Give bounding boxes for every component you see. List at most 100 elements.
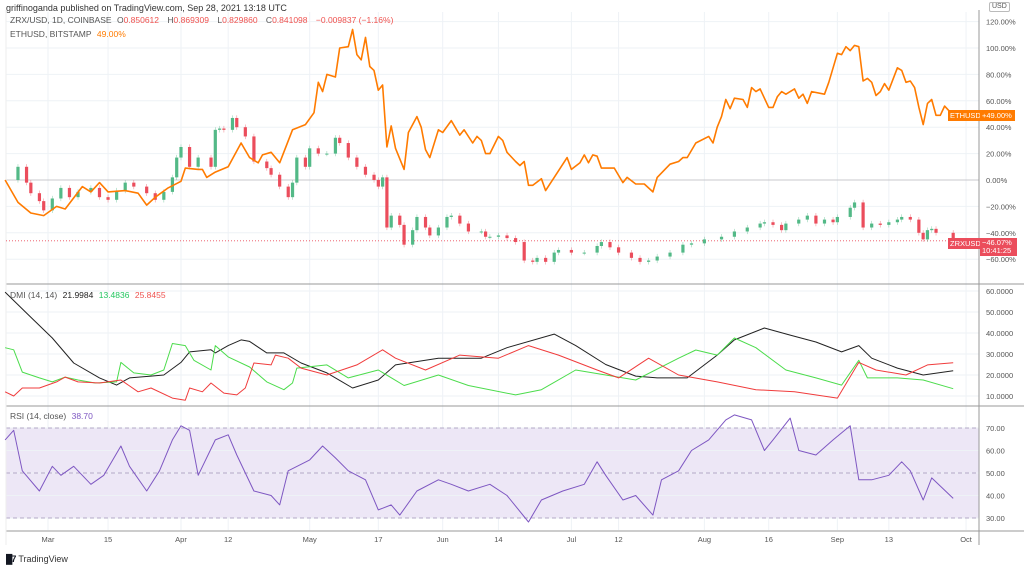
candle-body — [745, 227, 749, 232]
eth-line — [4, 28, 954, 217]
price-scale-label: 60.00% — [986, 97, 1012, 106]
candle-body — [196, 157, 200, 167]
candle-body — [235, 117, 239, 128]
candle-body — [265, 161, 269, 169]
price-scale-label: 100.00% — [986, 44, 1016, 53]
candle-body — [878, 223, 882, 225]
price-scale-label: 60.0000 — [986, 287, 1013, 296]
price-scale-label: −20.00% — [986, 202, 1016, 211]
minus-di-value: 25.8455 — [134, 290, 166, 300]
candle-body — [608, 242, 612, 248]
candle-body — [479, 231, 483, 233]
rsi-title[interactable]: RSI (14, close) — [10, 411, 67, 421]
price-scale-label: 120.00% — [986, 18, 1016, 27]
time-axis-label: May — [303, 535, 317, 544]
candle-body — [346, 143, 350, 158]
time-axis-label: 15 — [104, 535, 112, 544]
candle-body — [402, 224, 406, 245]
candle-body — [552, 252, 556, 262]
candle-body — [522, 242, 526, 261]
candle-body — [951, 232, 955, 241]
price-scale-label: −60.00% — [986, 255, 1016, 264]
candle-body — [835, 216, 839, 223]
candle-body — [252, 136, 256, 162]
candle-body — [385, 177, 389, 228]
time-axis-label: Aug — [698, 535, 711, 544]
candle-body — [848, 207, 852, 217]
candle-body — [436, 227, 440, 236]
tradingview-logo[interactable]: █7 TradingView — [6, 554, 68, 564]
price-scale-label: 70.00 — [986, 424, 1005, 433]
adx-value: 21.9984 — [62, 290, 94, 300]
candle-body — [505, 235, 509, 239]
candle-body — [887, 222, 891, 225]
logo-mark-icon: █7 — [6, 554, 16, 564]
open-label: O — [116, 15, 124, 25]
time-axis-label: 17 — [374, 535, 382, 544]
close-value: 0.841098 — [272, 15, 308, 25]
rsi-value: 38.70 — [71, 411, 93, 421]
candle-body — [445, 216, 449, 228]
candle-body — [488, 236, 492, 238]
price-scale-label: 80.00% — [986, 70, 1012, 79]
candle-body — [908, 216, 912, 220]
adx-line — [4, 291, 954, 389]
candle-body — [870, 223, 874, 228]
bar-countdown: 10:41:25 — [982, 246, 1012, 255]
candle-body — [372, 174, 376, 180]
candle-body — [797, 219, 801, 224]
candle-body — [230, 117, 235, 130]
candle-body — [308, 148, 312, 167]
time-axis-label: Apr — [175, 535, 187, 544]
candle-body — [428, 227, 432, 236]
currency-badge[interactable]: USD — [989, 2, 1010, 12]
plus-di-value: 13.4836 — [98, 290, 130, 300]
candle-body — [123, 182, 127, 191]
candle-body — [784, 223, 788, 231]
candle-body — [398, 215, 402, 225]
candle-body — [569, 249, 573, 253]
eth-symbol[interactable]: ETHUSD, BITSTAMP — [10, 29, 92, 39]
candle-body — [209, 157, 213, 167]
time-axis-label: 13 — [885, 535, 893, 544]
candle-body — [381, 177, 385, 187]
candle-body — [483, 231, 488, 237]
candle-body — [921, 232, 925, 240]
candle-body — [647, 260, 651, 262]
candle-body — [629, 252, 634, 258]
candle-body — [295, 157, 299, 183]
dmi-title[interactable]: DMI (14, 14) — [10, 290, 58, 300]
time-axis-label: Mar — [42, 535, 55, 544]
candle-body — [162, 191, 166, 200]
time-axis-label: Oct — [960, 535, 973, 544]
candle-body — [175, 157, 179, 178]
zrx-symbol[interactable]: ZRX/USD, 1D, COINBASE — [10, 15, 112, 25]
candle-body — [37, 193, 42, 202]
zrx-last-value: −46.07% — [982, 238, 1012, 247]
candle-body — [814, 215, 818, 224]
candle-body — [338, 137, 342, 144]
publisher-line: griffinoganda published on TradingView.c… — [6, 3, 287, 13]
candle-body — [779, 224, 784, 231]
candle-body — [115, 190, 119, 200]
low-value: 0.829860 — [222, 15, 258, 25]
time-axis-label: Jul — [567, 535, 577, 544]
price-scale-label: 20.00% — [986, 150, 1012, 159]
candle-body — [286, 186, 290, 198]
candle-body — [900, 216, 904, 220]
rsi-line — [4, 414, 954, 523]
candle-body — [599, 242, 604, 246]
price-scale-label: 30.00 — [986, 514, 1005, 523]
candle-body — [681, 244, 685, 253]
candle-body — [917, 219, 921, 233]
candle-body — [97, 187, 102, 198]
dmi-legend: DMI (14, 14) 21.9984 13.4836 25.8455 — [10, 290, 169, 300]
candle-body — [76, 191, 80, 198]
candle-body — [170, 177, 175, 192]
candle-body — [179, 147, 183, 158]
zrx-price-tag-label: ZRXUSD — [948, 238, 983, 249]
candle-body — [925, 230, 930, 240]
price-scale-label: 20.0000 — [986, 371, 1013, 380]
candle-body — [415, 216, 419, 231]
